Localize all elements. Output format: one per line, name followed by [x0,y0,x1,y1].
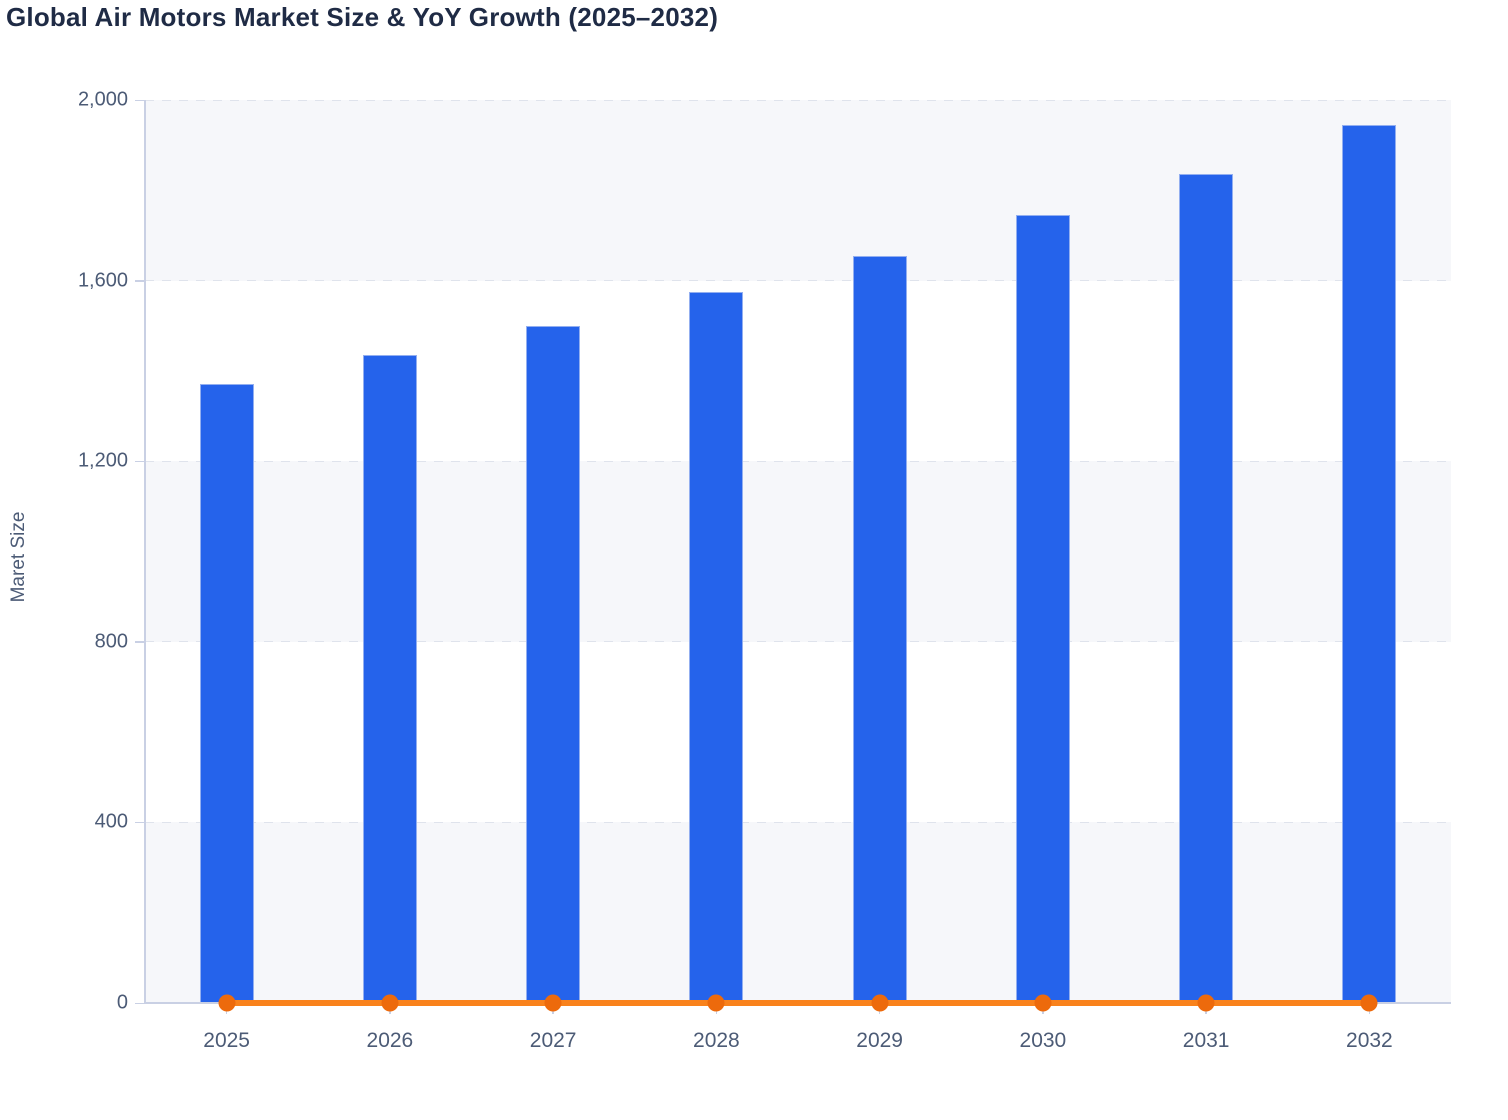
y-tick [135,641,145,643]
x-tick-label: 2026 [366,1029,414,1052]
y-tick-label: 1,200 [77,449,128,472]
plot-band [145,822,1451,1003]
plot-band [145,641,1451,823]
yoy-point-2028[interactable] [707,994,725,1012]
gridline [145,99,1451,101]
y-tick [135,1002,145,1004]
yoy-point-2025[interactable] [218,994,236,1012]
yoy-point-2032[interactable] [1360,994,1378,1012]
y-tick [135,821,145,824]
x-tick-label: 2029 [856,1029,903,1052]
bar-2031[interactable] [1179,174,1234,1003]
y-tick-label: 0 [116,991,128,1014]
plot-band [145,280,1451,462]
gridline [145,460,1451,462]
bar-2030[interactable] [1015,215,1070,1003]
x-tick-label: 2028 [693,1029,740,1052]
x-tick-label: 2030 [1019,1029,1067,1052]
gridline [145,641,1451,643]
yoy-point-2030[interactable] [1034,994,1052,1012]
y-tick-label: 800 [94,630,128,653]
y-tick [135,99,145,101]
x-tick-label: 2027 [529,1029,577,1052]
y-tick-label: 2,000 [77,88,128,111]
yoy-point-2031[interactable] [1197,994,1215,1012]
bar-2032[interactable] [1342,124,1397,1003]
chart-title: Global Air Motors Market Size & YoY Grow… [6,2,719,32]
y-axis-title: Maret Size [8,511,29,603]
yoy-growth-line[interactable] [226,999,1370,1006]
gridline [145,821,1451,823]
bar-2025[interactable] [199,384,254,1003]
y-tick [135,460,145,463]
y-axis-line [144,100,146,1003]
yoy-point-2026[interactable] [381,994,399,1012]
y-tick-label: 1,600 [77,269,128,292]
yoy-point-2027[interactable] [544,994,562,1012]
bar-2026[interactable] [362,355,417,1003]
plot-band [145,461,1451,642]
x-tick-label: 2031 [1182,1029,1230,1052]
bar-2028[interactable] [689,291,744,1003]
y-tick-label: 400 [94,810,128,833]
bar-2029[interactable] [852,255,907,1003]
yoy-point-2029[interactable] [871,994,889,1012]
x-tick-label: 2032 [1346,1029,1393,1052]
x-tick-label: 2025 [203,1029,250,1052]
y-tick [135,280,145,282]
plot-band [145,100,1451,281]
bar-2027[interactable] [526,325,581,1003]
gridline [145,280,1451,282]
